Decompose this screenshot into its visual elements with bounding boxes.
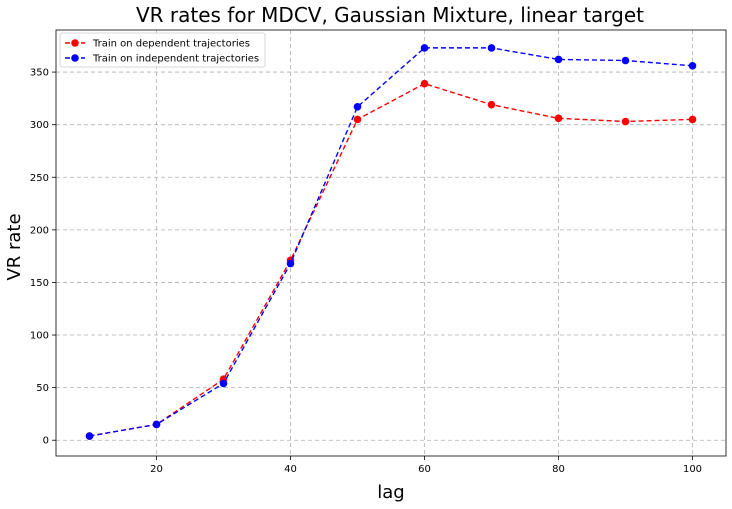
series-line — [89, 82, 693, 437]
x-tick-label: 80 — [552, 464, 565, 475]
y-tick-label: 0 — [43, 436, 49, 447]
y-tick-label: 50 — [36, 383, 49, 394]
data-point — [353, 115, 362, 124]
legend-label: Train on dependent trajectories — [92, 39, 250, 50]
data-point — [219, 379, 228, 388]
data-point — [353, 102, 362, 111]
data-point — [688, 115, 697, 124]
data-point — [688, 61, 697, 70]
chart-title: VR rates for MDCV, Gaussian Mixture, lin… — [136, 3, 644, 27]
legend-box — [59, 32, 266, 68]
y-tick-label: 100 — [30, 331, 49, 342]
data-point — [487, 44, 496, 52]
data-point — [621, 56, 630, 65]
data-point — [554, 55, 563, 64]
series-1 — [85, 79, 697, 440]
data-point — [286, 259, 295, 268]
data-point — [85, 432, 94, 440]
data-point — [420, 44, 429, 52]
x-tick-label: 40 — [284, 464, 297, 475]
x-axis-label: lag — [377, 482, 404, 503]
x-tick-label: 20 — [150, 464, 163, 475]
y-tick-label: 350 — [30, 68, 49, 79]
y-tick-label: 150 — [30, 278, 49, 289]
legend: Train on dependent trajectories Train on … — [59, 32, 266, 68]
legend-item-1: Train on dependent trajectories — [65, 39, 250, 50]
legend-label: Train on independent trajectories — [92, 54, 259, 65]
data-point — [554, 114, 563, 123]
legend-marker — [71, 54, 79, 62]
data-point — [487, 100, 496, 109]
y-axis-label: VR rate — [4, 213, 25, 280]
y-tick-label: 250 — [30, 173, 49, 184]
legend-marker — [71, 39, 79, 47]
series-line — [89, 47, 693, 437]
plot-area-frame — [55, 29, 727, 457]
data-point — [621, 117, 630, 126]
x-tick-label: 60 — [418, 464, 431, 475]
data-series — [85, 44, 697, 440]
y-tick-label: 200 — [30, 225, 49, 236]
series-2 — [85, 44, 697, 440]
legend-item-2: Train on independent trajectories — [65, 54, 259, 65]
grid — [56, 30, 726, 456]
axis-ticks: 20 40 60 80 100 0 50 100 150 200 250 300 350 — [30, 68, 702, 475]
x-tick-label: 100 — [683, 464, 702, 475]
data-point — [420, 79, 429, 88]
y-tick-label: 300 — [30, 120, 49, 131]
data-point — [152, 420, 161, 429]
